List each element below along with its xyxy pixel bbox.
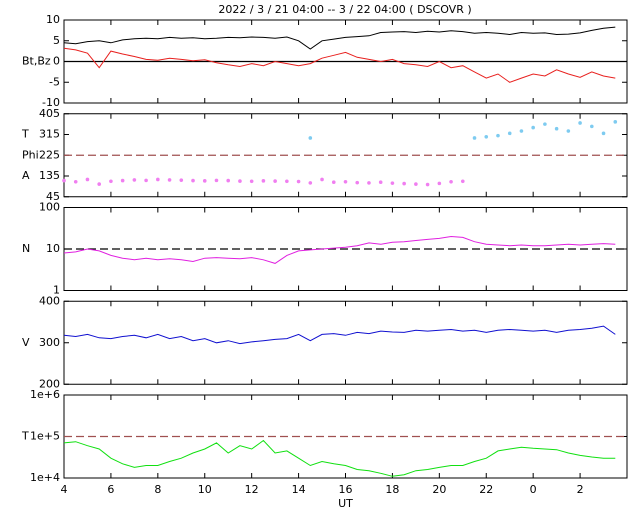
y-tick-label: 400 (39, 294, 60, 307)
y-tick-label: 100 (39, 201, 60, 214)
data-point (531, 125, 535, 130)
data-point (261, 179, 266, 183)
y-tick-label: -5 (49, 75, 60, 88)
data-point (543, 122, 547, 126)
y-tick-label: -10 (42, 96, 60, 109)
data-point (414, 182, 418, 186)
y-axis-label: T (21, 430, 29, 443)
x-tick-label: 10 (198, 483, 212, 496)
y-tick-label: 315 (39, 128, 60, 141)
data-point (402, 181, 406, 186)
data-point (378, 180, 383, 185)
y-axis-label: A (22, 169, 30, 182)
data-line (63, 26, 616, 50)
x-tick-label: 18 (385, 483, 399, 496)
data-point (179, 178, 184, 182)
panel-frame (63, 300, 628, 385)
x-tick-label: 6 (107, 483, 114, 496)
y-tick-label: 1e+4 (30, 471, 60, 484)
data-point (85, 177, 90, 182)
data-point (97, 182, 101, 186)
y-tick-label: 200 (39, 377, 60, 390)
data-point (167, 178, 172, 182)
data-point (449, 179, 453, 184)
data-point (519, 129, 524, 133)
data-point (566, 129, 571, 133)
data-point (367, 181, 371, 185)
chart-title: 2022 / 3 / 21 04:00 -- 3 / 22 04:00 ( DS… (218, 3, 471, 16)
data-point (120, 178, 125, 183)
y-axis-label: Phi (22, 148, 39, 161)
x-tick-label: 0 (530, 483, 537, 496)
y-tick-label: 10 (46, 13, 60, 26)
x-tick-label: 22 (479, 483, 493, 496)
data-point (343, 179, 348, 184)
data-point (601, 131, 606, 136)
data-point (109, 179, 113, 184)
data-point (590, 124, 594, 129)
x-tick-label: 12 (245, 483, 259, 496)
data-point (578, 121, 582, 125)
data-point (273, 179, 277, 183)
data-point (308, 181, 313, 185)
data-point (472, 136, 477, 140)
data-point (285, 179, 289, 184)
x-tick-label: 2 (577, 483, 584, 496)
y-axis-label: Bt,Bz (22, 55, 51, 68)
data-line (63, 47, 616, 83)
y-tick-label: 1 (53, 284, 60, 297)
data-point (249, 179, 254, 184)
x-tick-label: 16 (339, 483, 353, 496)
data-point (238, 179, 242, 183)
y-tick-label: 5 (53, 34, 60, 47)
data-point (214, 178, 219, 183)
data-point (496, 133, 500, 138)
data-line (63, 325, 616, 345)
x-tick-label: 4 (61, 483, 68, 496)
data-point (437, 181, 442, 186)
data-point (191, 178, 195, 183)
data-point (554, 126, 559, 131)
data-line (63, 235, 616, 264)
data-point (390, 181, 395, 185)
data-point (156, 177, 160, 182)
data-point (132, 178, 137, 182)
data-point (331, 180, 336, 185)
y-tick-label: 225 (39, 148, 60, 161)
y-tick-label: 45 (46, 190, 60, 203)
y-tick-label: 135 (39, 169, 60, 182)
data-point (425, 182, 430, 187)
y-tick-label: 10 (46, 242, 60, 255)
data-point (296, 179, 301, 184)
data-point (62, 178, 66, 183)
data-point (460, 179, 465, 184)
y-tick-label: 405 (39, 107, 60, 120)
x-tick-label: 20 (432, 483, 446, 496)
data-point (202, 179, 207, 183)
data-point (226, 178, 231, 183)
data-point (484, 135, 489, 139)
y-axis-label: T (21, 128, 29, 141)
data-point (507, 131, 512, 136)
y-axis-label: N (22, 242, 30, 255)
data-point (144, 178, 148, 183)
x-tick-label: 8 (154, 483, 161, 496)
data-point (308, 136, 313, 140)
y-tick-label: 300 (39, 336, 60, 349)
data-point (320, 177, 324, 182)
data-line (63, 439, 616, 477)
y-tick-label: 0 (53, 55, 60, 68)
y-axis-label: V (22, 336, 30, 349)
data-point (613, 120, 618, 124)
data-point (355, 180, 360, 185)
x-tick-label: 14 (292, 483, 306, 496)
x-axis-label: UT (338, 497, 353, 510)
y-tick-label: 1e+5 (30, 430, 60, 443)
data-point (73, 179, 78, 184)
y-tick-label: 1e+6 (30, 388, 60, 401)
